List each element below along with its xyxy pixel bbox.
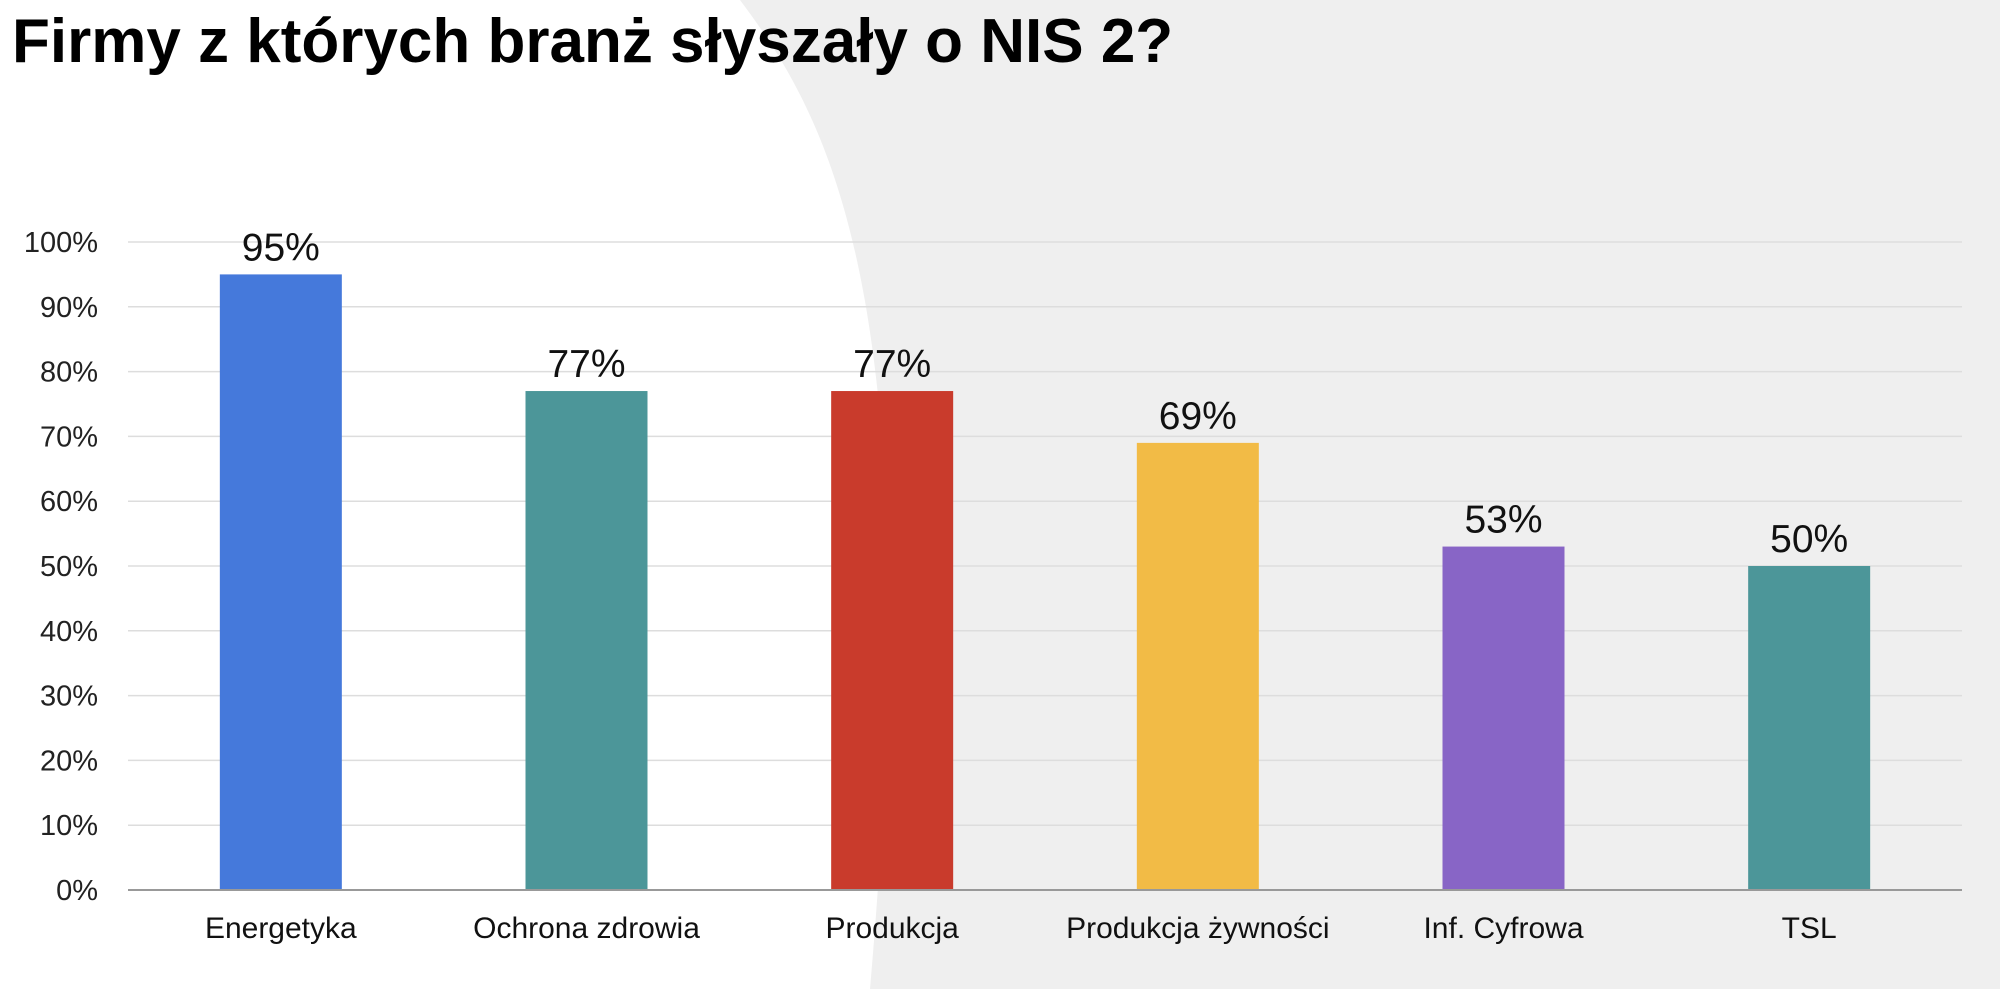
- x-tick-label: Inf. Cyfrowa: [1423, 912, 1583, 945]
- y-axis: 0% 10% 20% 30% 40% 50% 60% 70% 80% 90% 100%: [24, 227, 98, 907]
- x-tick-label: TSL: [1782, 912, 1837, 945]
- y-tick-label: 100%: [24, 227, 98, 259]
- bars: [219, 274, 1871, 890]
- y-tick-label: 80%: [40, 357, 98, 389]
- data-label: 77%: [853, 343, 931, 386]
- bar: [831, 391, 954, 890]
- x-tick-label: Ochrona zdrowia: [473, 912, 700, 945]
- y-tick-label: 30%: [40, 681, 98, 713]
- y-tick-label: 10%: [40, 810, 98, 842]
- x-tick-label: Produkcja: [825, 912, 959, 945]
- data-label: 53%: [1464, 499, 1542, 542]
- data-label: 50%: [1770, 518, 1848, 561]
- bar: [1748, 566, 1871, 890]
- data-label: 69%: [1159, 395, 1237, 438]
- y-tick-label: 70%: [40, 421, 98, 453]
- chart-title: Firmy z których branż słyszały o NIS 2?: [12, 7, 1174, 76]
- x-axis: Energetyka Ochrona zdrowia Produkcja Produk…: [128, 889, 1962, 945]
- y-tick-label: 20%: [40, 745, 98, 777]
- y-tick-label: 40%: [40, 616, 98, 648]
- gridlines: [128, 241, 1962, 826]
- bar: [525, 391, 648, 890]
- y-tick-label: 50%: [40, 551, 98, 583]
- y-tick-label: 60%: [40, 486, 98, 518]
- x-tick-label: Produkcja żywności: [1066, 912, 1329, 945]
- data-label: 77%: [547, 343, 625, 386]
- background-grey-shape: [740, 0, 2000, 989]
- bar: [1442, 546, 1565, 890]
- data-label: 95%: [242, 226, 320, 269]
- data-labels: 95% 77% 77% 69% 53% 50%: [242, 226, 1848, 561]
- bar: [1136, 442, 1259, 890]
- y-tick-label: 0%: [56, 875, 98, 907]
- bar: [219, 274, 342, 890]
- y-tick-label: 90%: [40, 292, 98, 324]
- x-tick-label: Energetyka: [205, 912, 357, 945]
